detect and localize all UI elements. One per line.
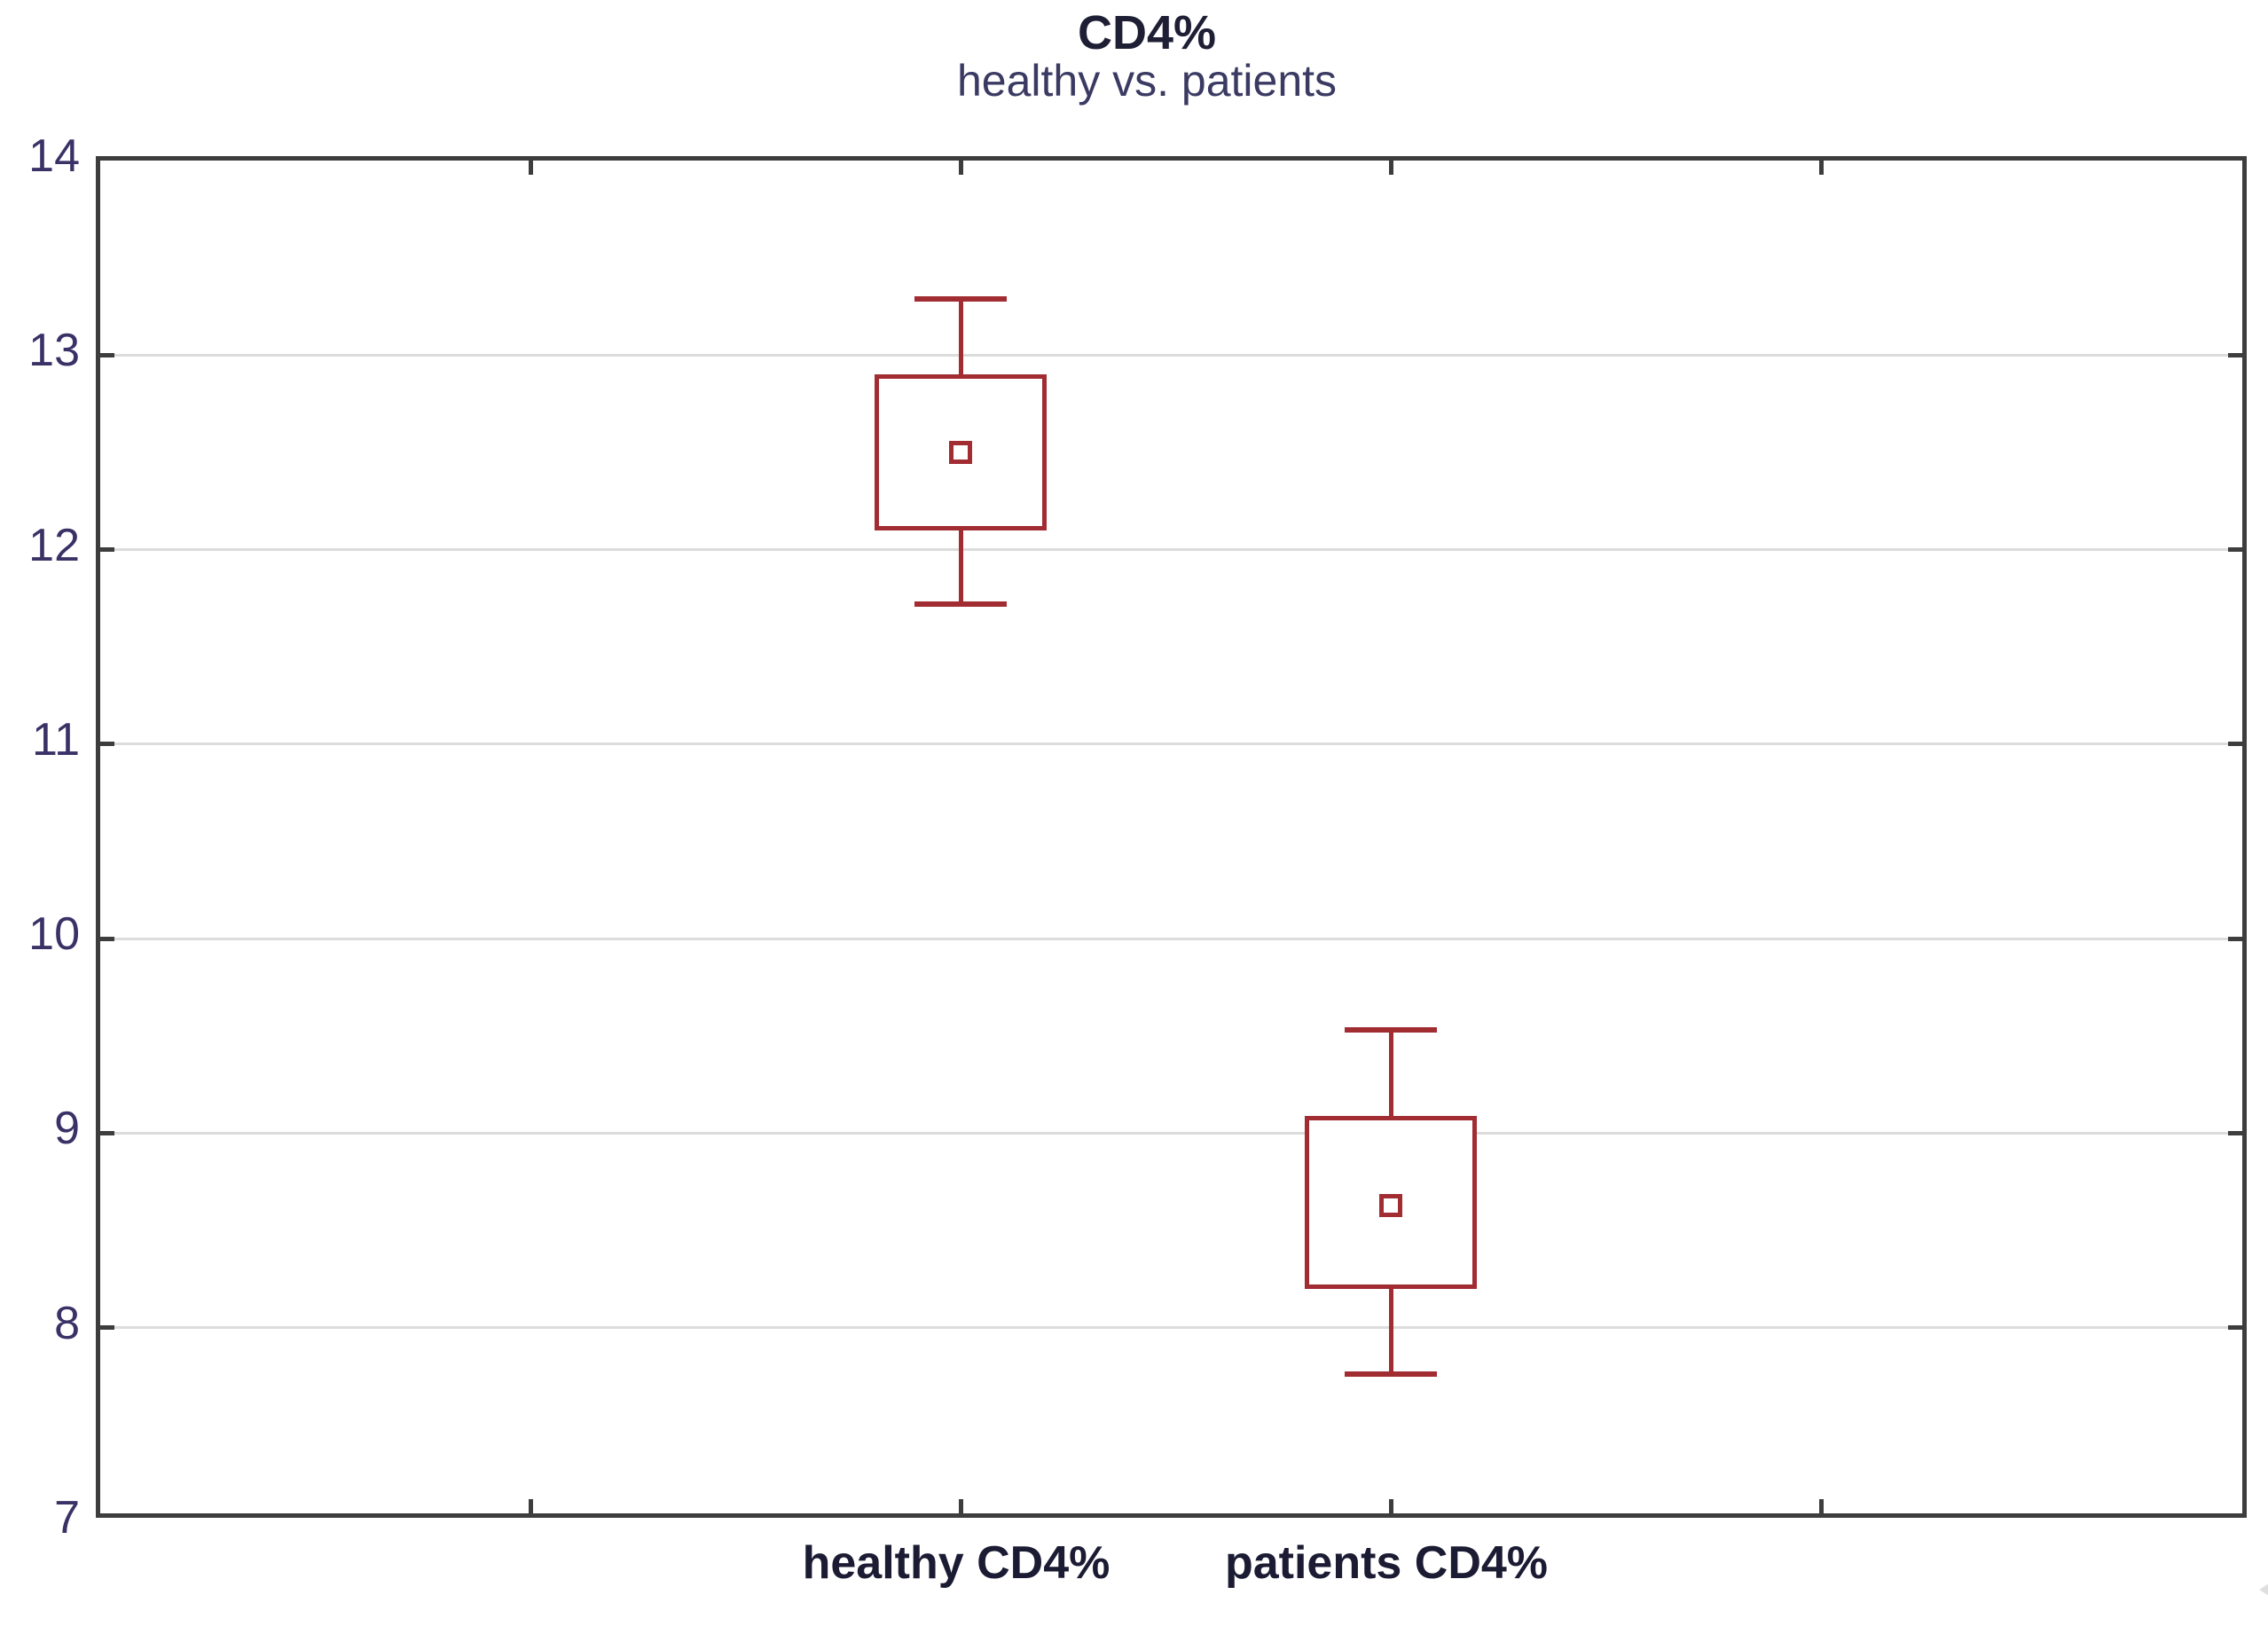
- gridline-11: [100, 742, 2242, 746]
- y-tick-right-13: [2228, 352, 2242, 357]
- y-tick-right-8: [2228, 1325, 2242, 1331]
- mean-marker: [949, 440, 972, 464]
- y-tick-right-12: [2228, 547, 2242, 553]
- gridline-8: [100, 1326, 2242, 1330]
- x-tick-bottom-2: [1388, 1499, 1393, 1513]
- mean-marker: [1379, 1193, 1402, 1217]
- y-tick-right-9: [2228, 1130, 2242, 1135]
- y-tick-left-11: [100, 742, 114, 747]
- x-tick-bottom-3: [1818, 1499, 1824, 1513]
- gridline-12: [100, 548, 2242, 552]
- x-axis-category-label: healthy CD4%: [802, 1537, 1110, 1589]
- y-axis-tick-label: 7: [54, 1492, 80, 1544]
- x-axis-category-label: patients CD4%: [1224, 1537, 1549, 1589]
- y-axis-tick-label: 12: [28, 519, 80, 571]
- y-axis-tick-label: 13: [28, 325, 80, 377]
- whisker-cap-bottom: [914, 601, 1007, 607]
- whisker-cap-top: [1345, 1027, 1437, 1033]
- x-tick-bottom-1: [958, 1499, 963, 1513]
- y-tick-left-13: [100, 352, 114, 357]
- y-tick-left-10: [100, 936, 114, 941]
- y-tick-left-8: [100, 1325, 114, 1331]
- chart-subtitle: healthy vs. patients: [956, 56, 1338, 106]
- chart-title: CD4%: [1077, 6, 1217, 59]
- x-tick-top-0: [528, 161, 533, 175]
- x-tick-bottom-0: [528, 1499, 533, 1513]
- y-axis-tick-label: 9: [54, 1103, 80, 1155]
- y-tick-left-12: [100, 547, 114, 553]
- plot-area: [96, 156, 2247, 1518]
- y-tick-left-9: [100, 1130, 114, 1135]
- y-axis-tick-label: 11: [32, 713, 80, 766]
- y-axis-tick-label: 10: [28, 908, 80, 961]
- y-tick-right-10: [2228, 936, 2242, 941]
- gridline-13: [100, 353, 2242, 357]
- whisker-cap-bottom: [1345, 1371, 1437, 1378]
- y-axis-tick-label: 8: [54, 1297, 80, 1349]
- gridline-9: [100, 1131, 2242, 1135]
- x-tick-top-3: [1818, 161, 1824, 175]
- corner-artifact-mark: [2259, 1581, 2268, 1599]
- y-axis-tick-label: 14: [28, 130, 80, 182]
- whisker-cap-top: [914, 295, 1007, 302]
- x-tick-top-2: [1388, 161, 1393, 175]
- x-tick-top-1: [958, 161, 963, 175]
- gridline-10: [100, 937, 2242, 940]
- y-tick-right-11: [2228, 742, 2242, 747]
